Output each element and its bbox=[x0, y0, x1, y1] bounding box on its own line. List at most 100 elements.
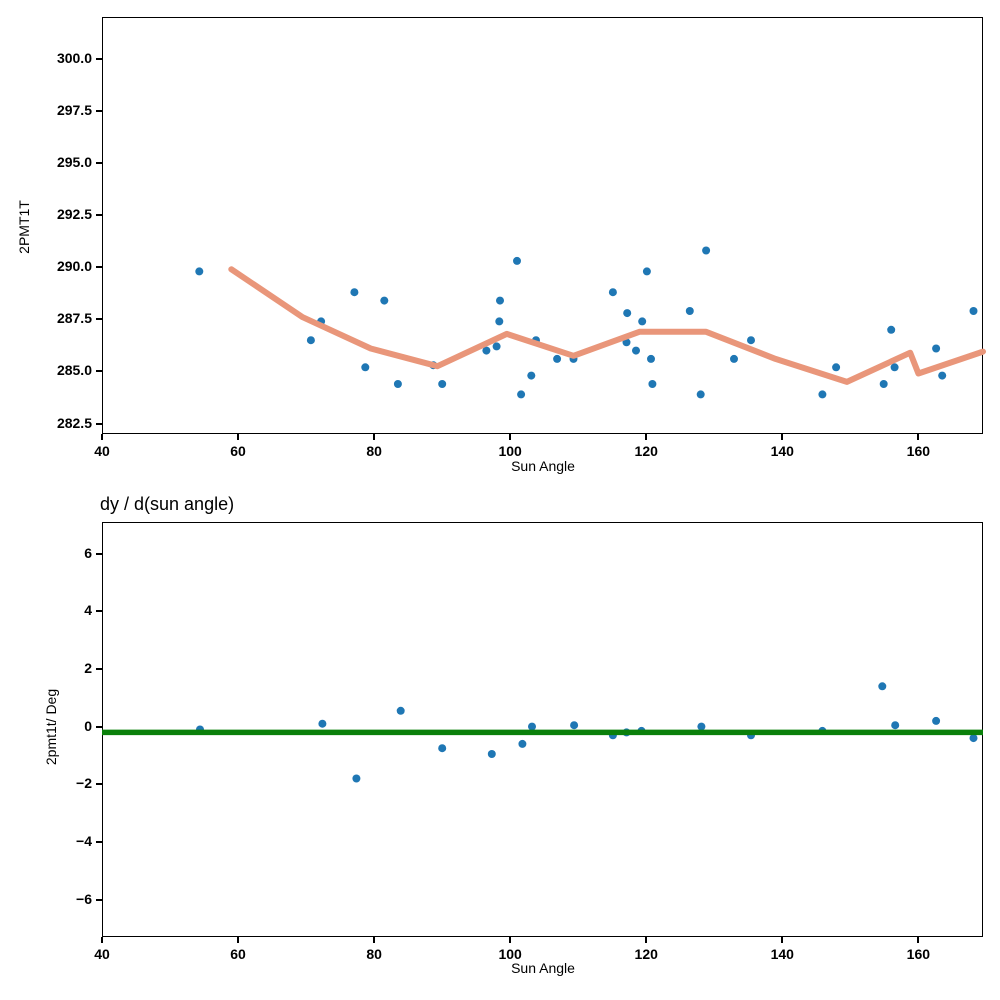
y-tick-label: 285.0 bbox=[56, 362, 92, 379]
x-tick-label: 100 bbox=[498, 946, 522, 962]
y-tick-label: 4 bbox=[84, 602, 92, 619]
scatter-point bbox=[878, 682, 887, 691]
sun-angle-vs-2pmt1t-data-layer bbox=[195, 246, 986, 399]
scatter-point bbox=[832, 363, 841, 372]
y-tick-mark bbox=[96, 214, 102, 217]
scatter-point bbox=[527, 371, 536, 380]
scatter-point bbox=[361, 363, 370, 372]
y-tick-label: 287.5 bbox=[56, 310, 92, 327]
scatter-point bbox=[396, 706, 405, 715]
x-tick-label: 120 bbox=[634, 946, 658, 962]
x-tick-mark bbox=[917, 937, 920, 943]
y-tick-mark bbox=[96, 422, 102, 425]
y-tick-mark bbox=[96, 57, 102, 60]
scatter-point bbox=[608, 288, 617, 297]
x-tick-mark bbox=[509, 937, 512, 943]
scatter-point bbox=[487, 750, 496, 758]
scatter-point bbox=[195, 267, 204, 276]
y-tick-mark bbox=[96, 783, 102, 786]
y-tick-mark bbox=[96, 370, 102, 373]
x-tick-label: 140 bbox=[770, 946, 794, 962]
scatter-point bbox=[495, 317, 504, 326]
x-tick-label: 120 bbox=[634, 443, 658, 459]
trend-line bbox=[228, 266, 986, 385]
x-tick-label: 60 bbox=[230, 443, 246, 459]
scatter-point bbox=[891, 721, 900, 730]
y-tick-label: 6 bbox=[84, 544, 92, 561]
scatter-point bbox=[513, 256, 521, 265]
bottom-x-axis-label: Sun Angle bbox=[511, 960, 575, 976]
x-tick-mark bbox=[645, 434, 648, 440]
x-tick-label: 140 bbox=[770, 443, 794, 459]
x-tick-mark bbox=[645, 937, 648, 943]
y-tick-mark bbox=[96, 552, 102, 555]
y-tick-label: 0 bbox=[84, 717, 92, 734]
y-tick-mark bbox=[96, 266, 102, 269]
scatter-point bbox=[352, 774, 361, 783]
scatter-point bbox=[638, 317, 647, 326]
y-tick-mark bbox=[96, 610, 102, 613]
scatter-point bbox=[393, 380, 402, 388]
scatter-point bbox=[438, 380, 447, 388]
scatter-point bbox=[879, 380, 888, 388]
x-tick-label: 60 bbox=[230, 946, 246, 962]
scatter-point bbox=[518, 739, 527, 748]
scatter-point bbox=[818, 390, 827, 399]
scatter-point bbox=[632, 346, 640, 355]
scatter-point bbox=[887, 325, 896, 334]
x-tick-label: 80 bbox=[366, 443, 382, 459]
x-tick-mark bbox=[373, 937, 376, 943]
y-tick-label: 300.0 bbox=[56, 49, 92, 66]
scatter-point bbox=[747, 336, 755, 345]
x-tick-mark bbox=[237, 434, 240, 440]
scatter-point bbox=[702, 246, 711, 255]
x-tick-label: 40 bbox=[94, 946, 110, 962]
scatter-point bbox=[380, 296, 389, 305]
top-y-axis-label: 2PMT1T bbox=[16, 200, 32, 254]
scatter-point bbox=[350, 288, 359, 297]
scatter-point bbox=[890, 363, 899, 372]
scatter-point bbox=[932, 344, 941, 353]
top-x-axis-label: Sun Angle bbox=[511, 458, 575, 474]
y-tick-label: 282.5 bbox=[56, 414, 92, 431]
scatter-point bbox=[969, 734, 978, 743]
scatter-point bbox=[528, 722, 536, 731]
y-tick-mark bbox=[96, 840, 102, 843]
scatter-point bbox=[730, 354, 738, 363]
derivative-data-layer bbox=[102, 682, 983, 783]
x-tick-mark bbox=[509, 434, 512, 440]
scatter-point bbox=[438, 744, 447, 753]
y-tick-mark bbox=[96, 667, 102, 670]
y-tick-mark bbox=[96, 161, 102, 164]
scatter-point bbox=[969, 307, 978, 315]
scatter-point bbox=[623, 309, 632, 318]
scatter-point bbox=[306, 336, 315, 345]
x-tick-mark bbox=[101, 937, 103, 943]
scatter-point bbox=[932, 716, 941, 725]
y-tick-label: 290.0 bbox=[56, 258, 92, 275]
y-tick-label: −4 bbox=[76, 832, 92, 849]
x-tick-mark bbox=[237, 937, 240, 943]
derivative-plot-area bbox=[102, 522, 983, 937]
scatter-point bbox=[496, 296, 504, 305]
x-tick-label: 40 bbox=[94, 443, 110, 459]
x-tick-label: 160 bbox=[906, 443, 931, 459]
y-tick-mark bbox=[96, 318, 102, 321]
scatter-point bbox=[517, 390, 526, 399]
x-tick-mark bbox=[781, 434, 784, 440]
scatter-point bbox=[697, 722, 706, 731]
y-tick-mark bbox=[96, 109, 102, 112]
scatter-point bbox=[553, 354, 562, 363]
x-tick-mark bbox=[101, 434, 103, 440]
y-tick-label: 292.5 bbox=[56, 206, 92, 223]
bottom-chart-title: dy / d(sun angle) bbox=[100, 494, 235, 514]
x-tick-label: 80 bbox=[366, 946, 382, 962]
scatter-point bbox=[647, 354, 655, 363]
y-tick-label: 295.0 bbox=[56, 153, 92, 170]
scatter-point bbox=[492, 342, 501, 351]
y-tick-label: 297.5 bbox=[56, 101, 92, 118]
scatter-point bbox=[318, 719, 327, 728]
scatter-point bbox=[938, 371, 947, 380]
y-tick-mark bbox=[96, 898, 102, 901]
